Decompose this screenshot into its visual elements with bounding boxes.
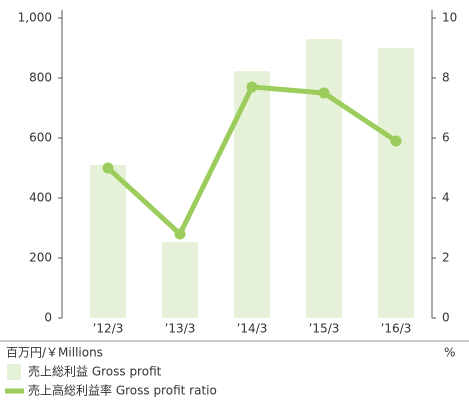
y2-tick-label: 0 xyxy=(442,311,450,325)
y2-tick-label: 2 xyxy=(442,251,450,265)
y2-axis-label: % xyxy=(444,346,455,360)
y2-tick-label: 10 xyxy=(442,11,457,25)
bar xyxy=(306,39,342,318)
legend-label: 売上総利益 Gross profit xyxy=(28,364,162,379)
y-tick-label: 400 xyxy=(29,191,52,205)
y-tick-label: 600 xyxy=(29,131,52,145)
x-tick-label: ’13/3 xyxy=(165,322,196,336)
bar xyxy=(90,165,126,318)
x-tick-label: ’12/3 xyxy=(93,322,124,336)
ratio-point xyxy=(102,162,114,174)
x-tick-label: ’15/3 xyxy=(309,322,340,336)
x-tick-label: ’14/3 xyxy=(237,322,268,336)
ratio-point xyxy=(246,81,258,93)
y2-tick-label: 8 xyxy=(442,71,450,85)
ratio-point xyxy=(174,228,186,240)
y-tick-label: 1,000 xyxy=(18,11,52,25)
x-tick-label: ’16/3 xyxy=(381,322,412,336)
y-tick-label: 0 xyxy=(44,311,52,325)
y-tick-label: 800 xyxy=(29,71,52,85)
bar xyxy=(162,242,198,318)
legend-swatch xyxy=(7,364,21,380)
y-axis-label: 百万円/￥Millions xyxy=(6,346,103,360)
bar xyxy=(378,48,414,318)
y2-tick-label: 4 xyxy=(442,191,450,205)
y2-tick-label: 6 xyxy=(442,131,450,145)
ratio-point xyxy=(390,135,402,147)
y-tick-label: 200 xyxy=(29,251,52,265)
legend-label: 売上高総利益率 Gross profit ratio xyxy=(28,383,217,398)
ratio-point xyxy=(318,87,330,99)
